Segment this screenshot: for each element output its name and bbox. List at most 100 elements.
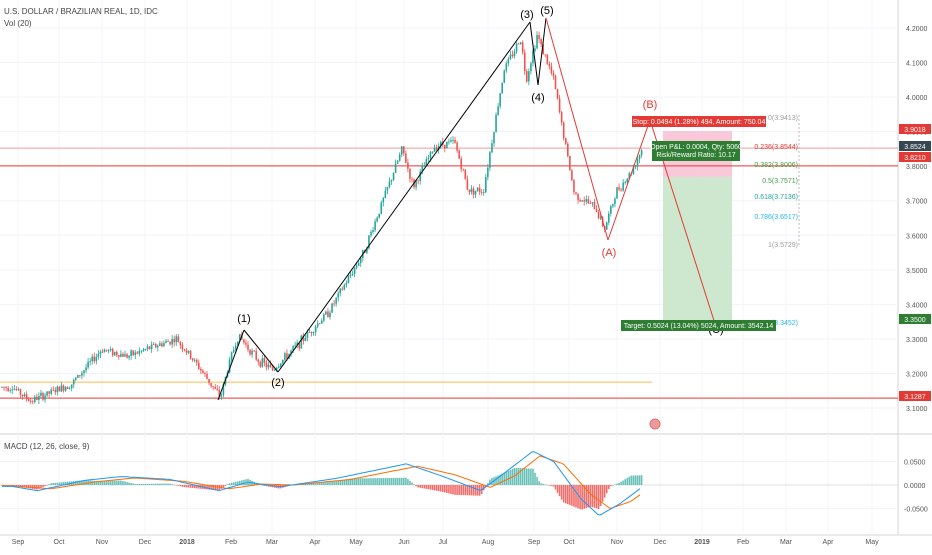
price-badge-bg	[899, 141, 931, 151]
macd-bar	[638, 475, 641, 485]
candle-body	[138, 350, 141, 354]
candle-body	[312, 332, 315, 334]
macd-bar	[101, 480, 104, 485]
candle-body	[581, 200, 583, 202]
macd-bar	[228, 483, 231, 485]
price-badge-bg	[899, 124, 931, 134]
candle-body	[439, 141, 442, 147]
candle-body	[622, 182, 624, 191]
macd-bar	[62, 482, 65, 485]
macd-bar	[575, 485, 577, 508]
candle-body	[239, 334, 241, 342]
macd-bar	[603, 485, 606, 498]
wave-label: (B)	[643, 99, 658, 111]
candle-body	[23, 394, 26, 396]
candle-body	[124, 354, 126, 357]
x-tick-label: Jun	[398, 539, 409, 546]
x-tick-label: Jul	[439, 539, 448, 546]
candle-body	[148, 346, 151, 350]
candle-body	[497, 106, 499, 115]
x-tick-label: Aug	[482, 539, 495, 546]
macd-bar	[446, 485, 448, 493]
candle-body	[597, 212, 600, 219]
candle-body	[306, 332, 309, 338]
candle-body	[575, 192, 577, 194]
macd-bar	[347, 478, 350, 485]
price-badge-bg	[899, 152, 931, 162]
macd-bar	[357, 478, 360, 485]
candle-body	[50, 389, 52, 394]
macd-bar	[528, 468, 530, 485]
macd-bar	[64, 481, 67, 485]
price-badge: 3.9018	[904, 127, 926, 134]
fib-label: 0.382(3.8006)	[754, 162, 798, 169]
candle-body	[302, 335, 305, 341]
macd-bar	[530, 468, 532, 485]
x-tick-label: May	[865, 539, 879, 546]
candle-body	[427, 158, 430, 160]
x-tick-label: Apr	[823, 539, 835, 546]
macd-bar	[554, 485, 557, 490]
macd-bar	[476, 485, 479, 496]
macd-bar	[569, 485, 571, 505]
pnl-label: Open P&L: 0.0004, Qty: 5060	[650, 144, 742, 151]
x-tick-label: Apr	[310, 539, 322, 546]
wave-label: (4)	[531, 92, 544, 104]
macd-bar	[267, 485, 270, 487]
macd-bar	[17, 485, 20, 487]
candle-body	[253, 350, 255, 352]
candle-body	[13, 388, 16, 390]
fib-label: 0(3.9413)	[768, 115, 798, 122]
candle-body	[72, 379, 75, 385]
candle-body	[456, 142, 458, 151]
candle-body	[132, 350, 134, 356]
x-tick-label: 2019	[694, 539, 710, 546]
candle-body	[616, 187, 618, 199]
macd-bar	[620, 481, 622, 485]
macd-bar	[435, 485, 438, 491]
y-tick-label: 3.7000	[906, 199, 928, 206]
candle-body	[1, 386, 3, 388]
candle-body	[435, 147, 438, 150]
macd-bar	[444, 485, 446, 493]
candle-body	[210, 383, 212, 387]
candle-body	[60, 385, 63, 392]
candle-body	[179, 342, 182, 346]
price-badge: 3.1287	[904, 394, 926, 401]
macd-bar	[454, 485, 456, 495]
candle-body	[419, 171, 421, 181]
candle-body	[403, 146, 405, 154]
x-tick-label: Mar	[780, 539, 793, 546]
y-tick-label: 3.1000	[906, 406, 928, 413]
macd-bar	[337, 480, 339, 485]
candle-body	[448, 141, 450, 143]
candle-body	[573, 180, 575, 193]
macd-bar	[616, 483, 618, 485]
candle-body	[472, 188, 475, 195]
candle-body	[220, 394, 223, 397]
macd-bar	[183, 485, 186, 488]
macd-bar	[597, 485, 600, 510]
macd-bar	[163, 483, 165, 485]
wave-segment	[607, 119, 651, 241]
macd-bar	[177, 485, 180, 486]
macd-bar	[433, 485, 436, 491]
macd-bar	[75, 480, 77, 485]
macd-bar	[198, 485, 200, 489]
candle-body	[42, 392, 44, 400]
candle-body	[81, 373, 83, 376]
candle-body	[27, 398, 30, 402]
pnl-box-bg	[652, 141, 740, 161]
macd-bar	[107, 480, 110, 485]
candle-body	[44, 395, 46, 400]
candle-body	[429, 151, 432, 159]
wave-label: (3)	[520, 9, 533, 21]
macd-bar	[618, 483, 620, 485]
macd-bar	[46, 485, 48, 486]
macd-bar	[505, 471, 508, 485]
macd-bar	[118, 480, 120, 485]
macd-bar	[491, 478, 493, 485]
macd-bar	[636, 475, 639, 485]
